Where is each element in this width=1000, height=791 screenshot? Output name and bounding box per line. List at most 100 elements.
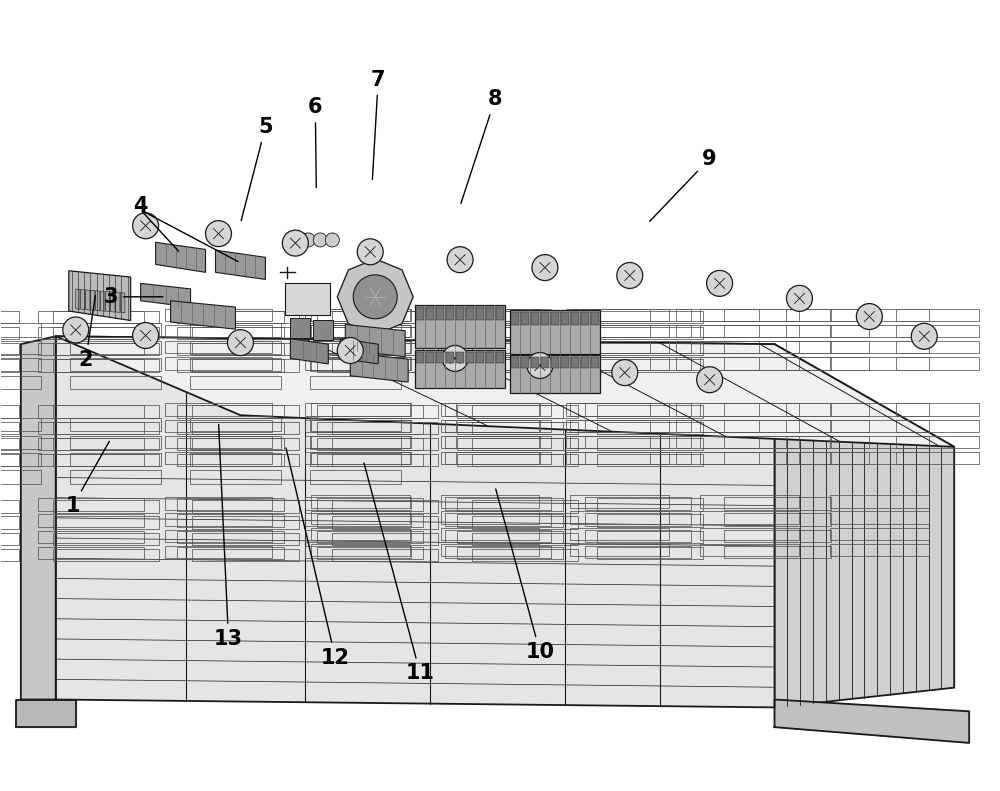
Bar — [570, 308, 669, 321]
Bar — [472, 454, 578, 467]
Bar — [445, 420, 551, 432]
Bar — [70, 324, 161, 336]
Bar — [311, 528, 410, 540]
Bar — [445, 325, 551, 337]
Bar — [165, 341, 272, 354]
Bar — [165, 513, 272, 526]
Bar — [305, 436, 411, 448]
Bar — [566, 452, 650, 464]
Bar — [70, 341, 161, 354]
Bar — [457, 531, 563, 543]
Bar — [441, 452, 539, 464]
Bar — [436, 307, 444, 320]
Bar — [830, 403, 929, 416]
Bar — [896, 325, 979, 337]
Polygon shape — [69, 271, 131, 320]
Polygon shape — [101, 291, 105, 312]
Bar — [445, 436, 551, 448]
Bar — [570, 358, 669, 369]
Bar — [551, 357, 559, 369]
Bar — [496, 307, 504, 320]
Polygon shape — [121, 293, 125, 313]
Bar — [566, 308, 650, 321]
Bar — [830, 436, 929, 448]
Bar — [700, 436, 799, 448]
Bar — [285, 283, 330, 315]
Bar — [456, 308, 540, 321]
Bar — [597, 531, 703, 543]
Text: 6: 6 — [308, 97, 323, 187]
Polygon shape — [106, 291, 110, 312]
Bar — [177, 422, 284, 434]
Bar — [700, 358, 799, 369]
Bar — [496, 351, 504, 363]
Circle shape — [532, 255, 558, 281]
Text: 13: 13 — [214, 424, 243, 649]
Bar — [441, 420, 539, 432]
Bar — [70, 358, 161, 372]
Bar — [511, 312, 519, 325]
Bar — [700, 495, 799, 508]
Bar — [311, 308, 410, 321]
Polygon shape — [111, 292, 115, 312]
Bar — [541, 357, 549, 369]
Bar — [192, 422, 299, 434]
Bar — [177, 406, 284, 418]
Bar — [700, 528, 799, 540]
Bar — [472, 327, 578, 339]
Bar — [472, 311, 578, 323]
Bar — [456, 420, 540, 432]
Bar — [786, 341, 869, 354]
Bar — [585, 530, 691, 542]
Bar — [566, 420, 650, 432]
Bar — [472, 532, 578, 545]
Bar — [445, 498, 551, 509]
Bar — [165, 403, 272, 416]
Bar — [38, 531, 144, 543]
Bar — [676, 325, 759, 337]
Bar — [0, 311, 19, 323]
Circle shape — [617, 263, 643, 289]
Bar — [457, 422, 563, 434]
Bar — [190, 453, 281, 466]
Bar — [786, 452, 869, 464]
Bar — [0, 358, 41, 372]
Bar — [896, 403, 979, 416]
Bar — [676, 436, 759, 448]
Bar — [317, 498, 423, 511]
Bar — [310, 358, 401, 372]
Bar — [476, 351, 484, 363]
Polygon shape — [21, 336, 56, 699]
Text: 11: 11 — [364, 463, 435, 683]
Bar — [0, 359, 19, 372]
Bar — [190, 436, 281, 448]
Bar — [700, 544, 799, 556]
Bar — [317, 327, 423, 339]
Bar — [700, 452, 799, 464]
Bar — [305, 530, 411, 542]
Bar — [585, 436, 691, 448]
Bar — [53, 517, 159, 529]
Bar — [0, 418, 41, 431]
Bar — [541, 312, 549, 325]
Bar — [830, 308, 929, 321]
Bar — [700, 341, 799, 354]
Bar — [571, 357, 579, 369]
Bar — [332, 359, 438, 372]
Bar — [597, 343, 703, 355]
Bar — [724, 530, 831, 542]
Bar — [70, 471, 161, 484]
Bar — [165, 358, 272, 369]
Bar — [317, 454, 423, 467]
Bar — [597, 327, 703, 339]
Bar — [570, 528, 669, 540]
Bar — [436, 351, 444, 363]
Bar — [426, 351, 434, 363]
Polygon shape — [171, 301, 235, 329]
Bar — [700, 325, 799, 337]
Bar — [597, 454, 703, 467]
Bar — [317, 438, 423, 450]
Polygon shape — [91, 290, 95, 311]
Bar — [0, 343, 19, 355]
Bar — [456, 307, 464, 320]
